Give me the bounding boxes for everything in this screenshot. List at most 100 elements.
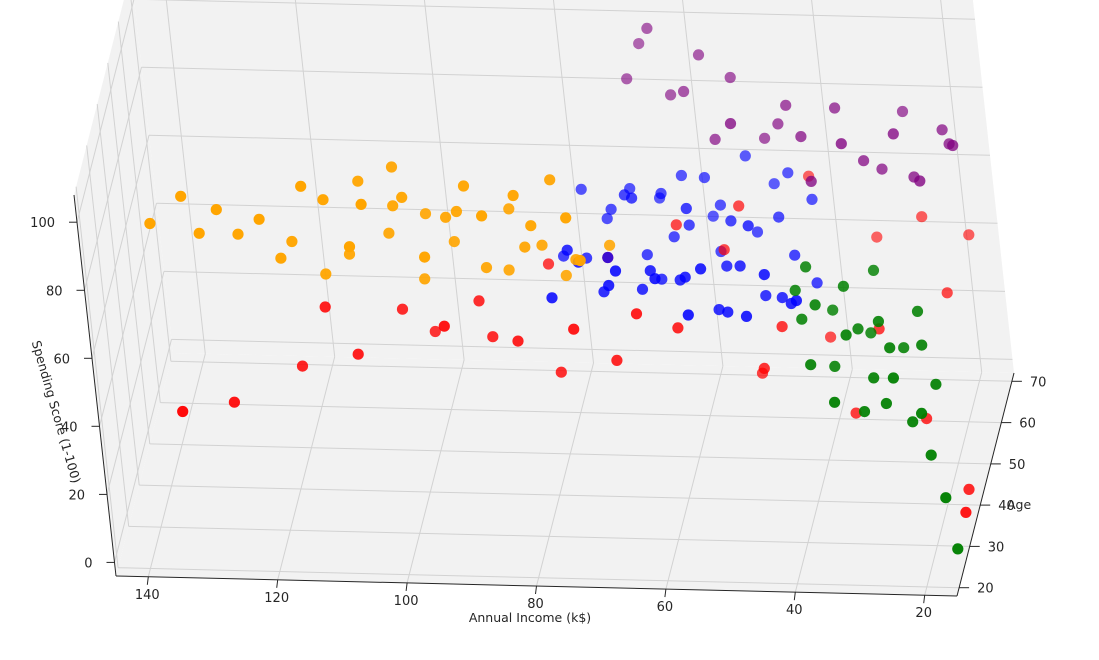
- gridline: [277, 356, 336, 580]
- data-point: [835, 138, 847, 150]
- gridline: [91, 135, 150, 359]
- data-point: [317, 194, 329, 206]
- z-tick-label: 50: [1009, 458, 1026, 473]
- data-point: [525, 220, 537, 232]
- data-point: [419, 251, 431, 263]
- data-point: [228, 396, 240, 408]
- data-point: [665, 89, 677, 101]
- data-point: [805, 359, 817, 371]
- data-point: [232, 228, 244, 240]
- data-point: [438, 320, 450, 332]
- data-point: [253, 213, 265, 225]
- tick-marks: [69, 194, 1022, 604]
- data-point: [925, 449, 937, 461]
- z-tick-label: 60: [1019, 417, 1036, 432]
- gridline: [665, 365, 724, 590]
- data-point: [907, 416, 919, 428]
- data-point: [837, 280, 850, 292]
- data-point: [450, 205, 462, 218]
- data-point: [503, 203, 515, 215]
- data-point: [519, 241, 531, 253]
- data-point: [561, 244, 573, 256]
- data-point: [742, 220, 754, 232]
- data-point: [670, 219, 682, 231]
- data-point: [655, 187, 667, 200]
- data-point: [355, 198, 367, 210]
- gridline: [139, 484, 981, 506]
- data-point: [718, 244, 730, 256]
- data-point: [896, 105, 909, 118]
- data-point: [806, 193, 818, 205]
- x-tick: [276, 579, 279, 588]
- data-point: [542, 258, 555, 270]
- data-point: [780, 99, 792, 111]
- data-point: [725, 215, 737, 227]
- data-point: [601, 213, 613, 225]
- y-tick-label: 0: [84, 556, 92, 571]
- gridline: [149, 443, 991, 465]
- data-point: [713, 304, 725, 316]
- data-point: [963, 483, 975, 495]
- gridline: [118, 567, 960, 589]
- data-point: [940, 492, 952, 504]
- data-point: [678, 85, 690, 98]
- data-point: [672, 322, 684, 334]
- data-point: [795, 131, 807, 143]
- data-point: [352, 348, 364, 360]
- axis-panes: [74, 0, 1014, 596]
- data-point: [751, 226, 764, 238]
- gridline: [406, 359, 465, 584]
- data-point: [611, 354, 623, 366]
- data-point: [887, 128, 899, 140]
- gridline: [163, 270, 1006, 292]
- data-point: [536, 239, 548, 251]
- tick-labels: 20 40 60 80 100 120 140 0 20 40 60 80 100 20 30 40 50 60 7…: [30, 216, 1046, 621]
- data-point: [440, 211, 452, 223]
- data-point: [884, 342, 896, 354]
- gridline: [130, 0, 172, 362]
- gridline: [156, 202, 998, 224]
- data-point: [503, 264, 515, 276]
- data-point: [641, 22, 653, 34]
- data-point: [630, 308, 643, 320]
- x-tick-label: 140: [135, 588, 160, 603]
- data-point: [352, 175, 364, 187]
- z-tick-label: 30: [988, 540, 1005, 555]
- gridline: [99, 203, 157, 427]
- data-point: [286, 235, 298, 248]
- data-point: [649, 273, 661, 285]
- gridline: [96, 104, 140, 486]
- data-point: [419, 273, 431, 285]
- data-point: [680, 202, 692, 215]
- data-point: [850, 407, 862, 419]
- data-point: [448, 236, 460, 248]
- data-point: [487, 331, 499, 343]
- data-point: [419, 208, 432, 220]
- data-point: [800, 261, 812, 273]
- data-point: [668, 231, 680, 243]
- x-tick: [793, 592, 796, 601]
- x-tick: [405, 582, 408, 591]
- x-axis-label: Annual Income (k$): [469, 610, 591, 625]
- data-point: [829, 102, 841, 114]
- gridline: [141, 66, 983, 88]
- data-point: [512, 335, 524, 347]
- y-tick-label: 80: [46, 284, 63, 299]
- data-point: [867, 264, 880, 276]
- gridline: [147, 353, 206, 577]
- data-point: [320, 268, 332, 280]
- data-point: [724, 71, 736, 84]
- data-point: [721, 260, 733, 272]
- data-point: [383, 227, 395, 239]
- data-point: [768, 178, 780, 190]
- data-point: [809, 299, 821, 311]
- data-point: [947, 139, 959, 152]
- data-point: [396, 303, 409, 315]
- data-point: [319, 301, 331, 313]
- data-point: [758, 269, 770, 281]
- data-point: [396, 191, 408, 203]
- data-point: [887, 372, 900, 384]
- gridline: [924, 372, 983, 596]
- gridline: [117, 21, 161, 403]
- data-point: [734, 260, 746, 272]
